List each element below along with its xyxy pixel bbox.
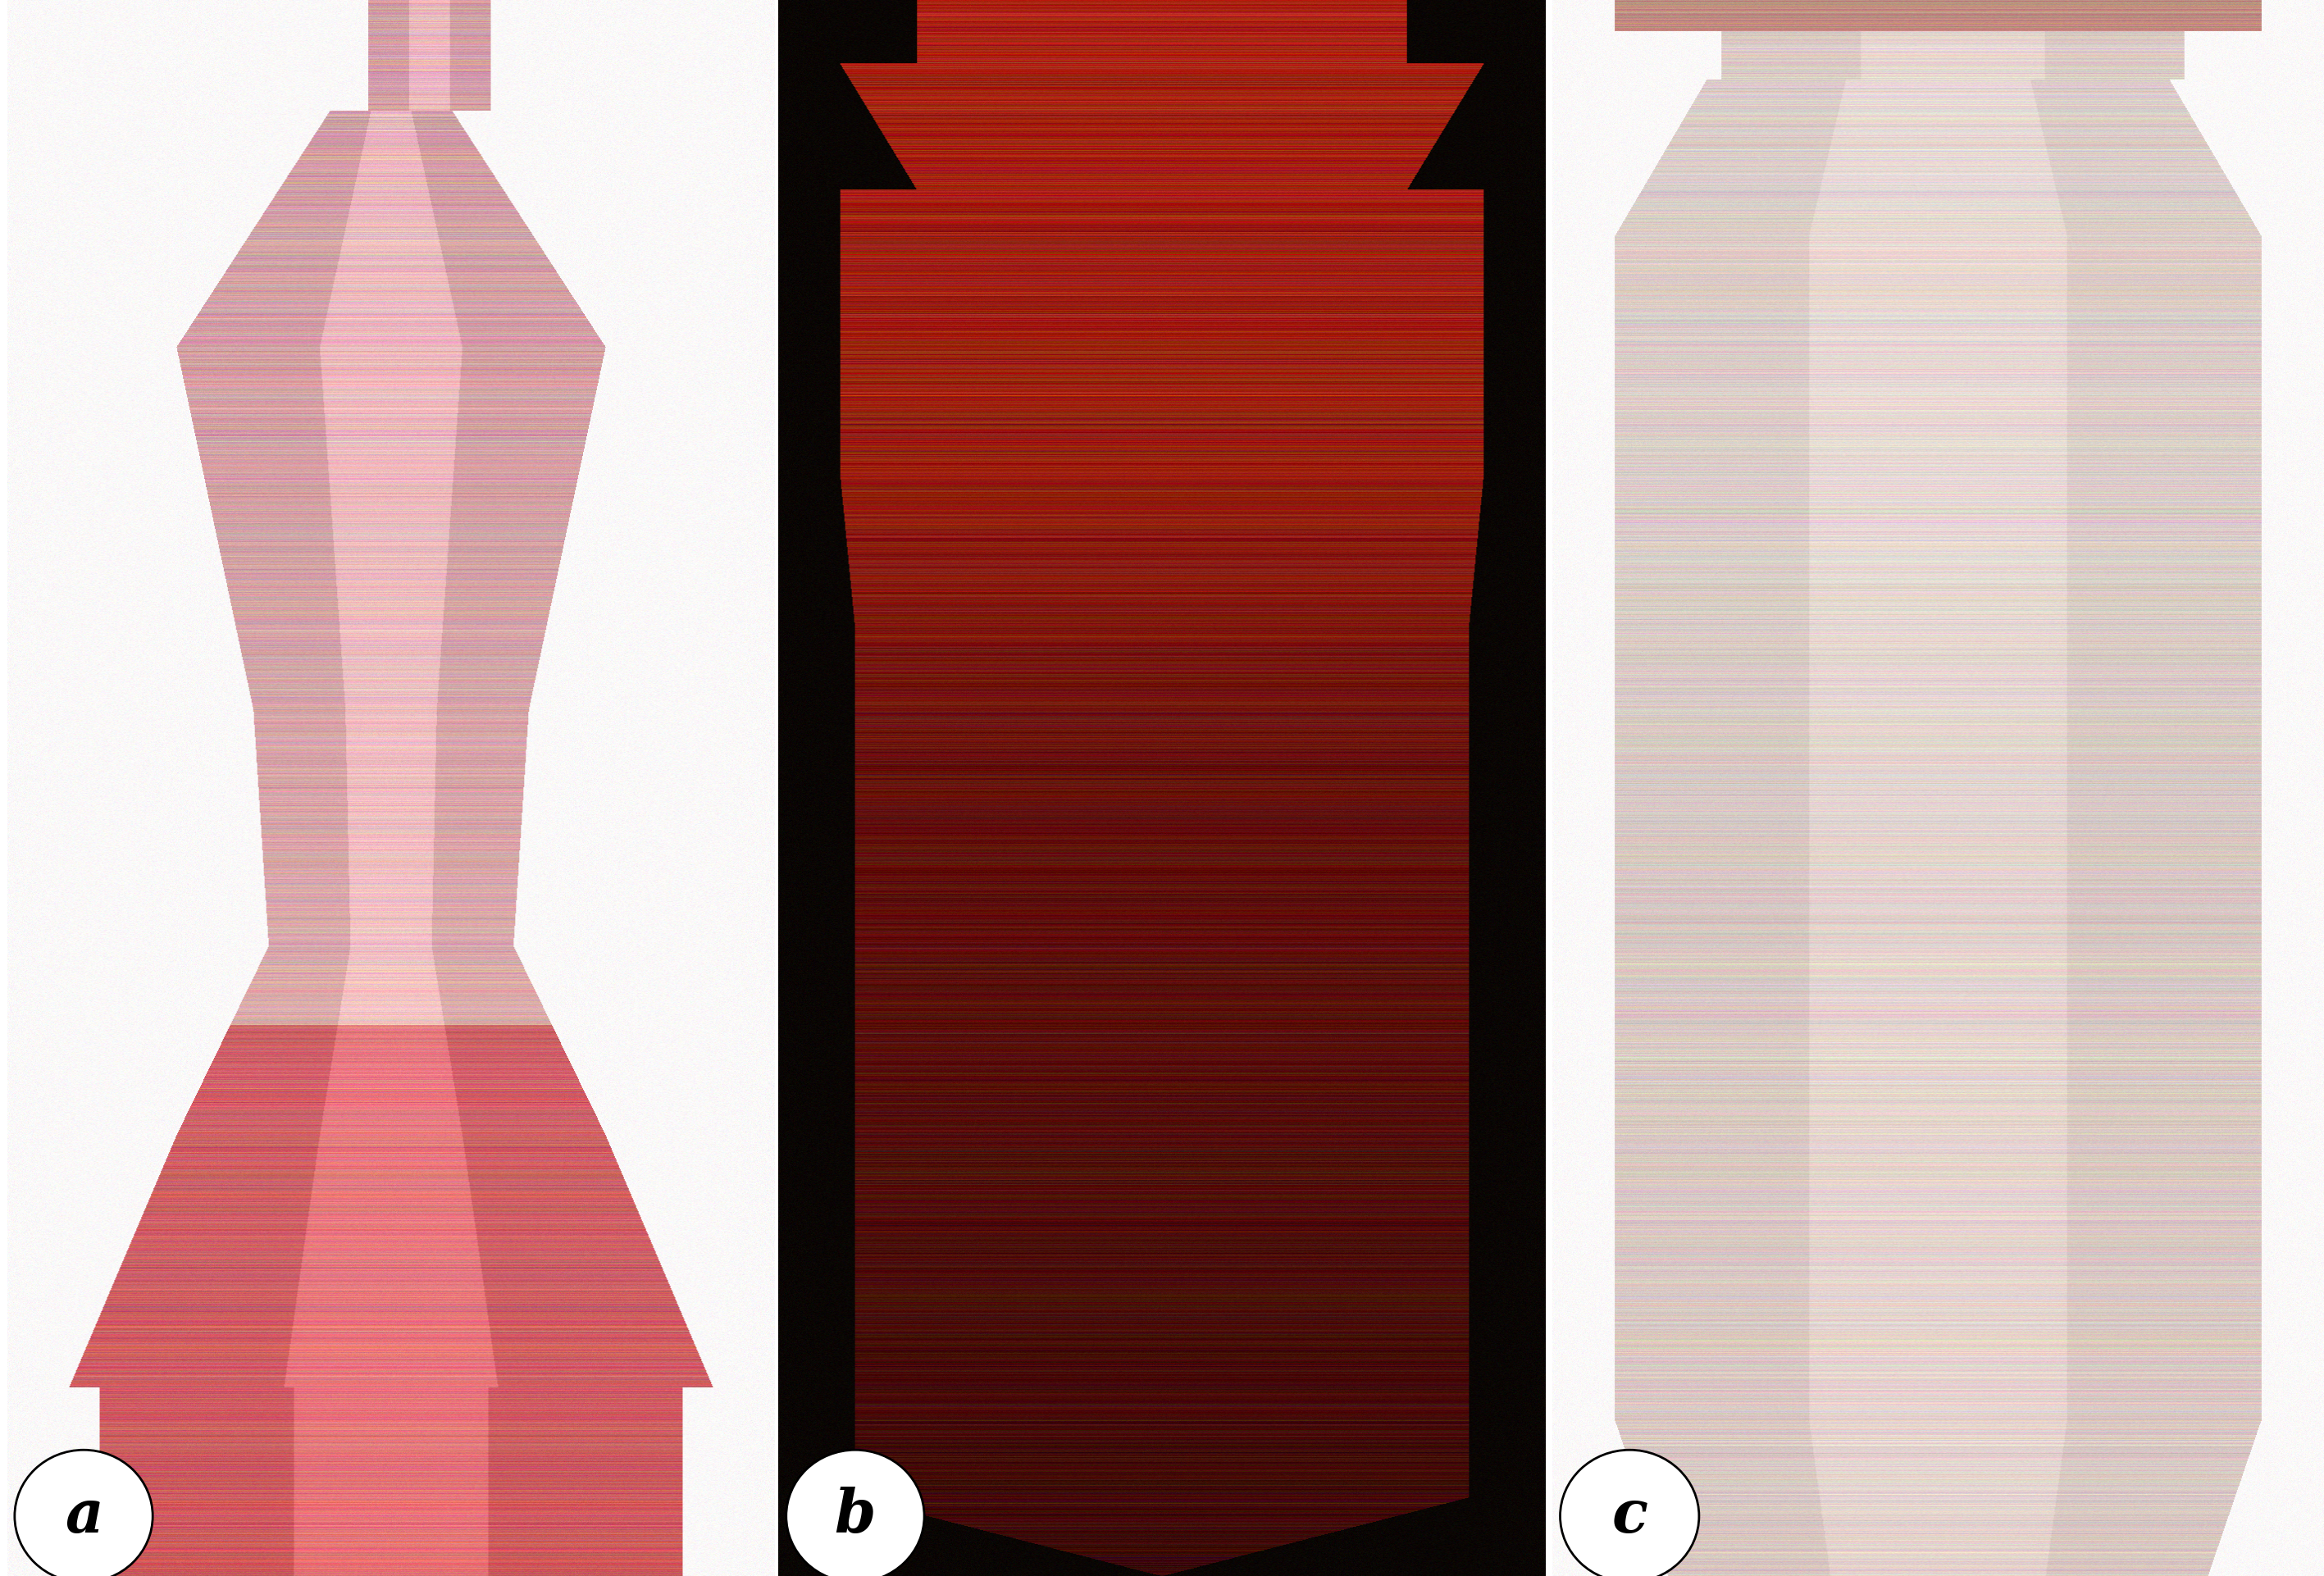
Ellipse shape — [1559, 1450, 1699, 1576]
Ellipse shape — [786, 1450, 925, 1576]
Text: c: c — [1611, 1488, 1648, 1544]
Text: b: b — [834, 1488, 876, 1544]
Text: a: a — [65, 1488, 102, 1544]
Ellipse shape — [14, 1450, 153, 1576]
